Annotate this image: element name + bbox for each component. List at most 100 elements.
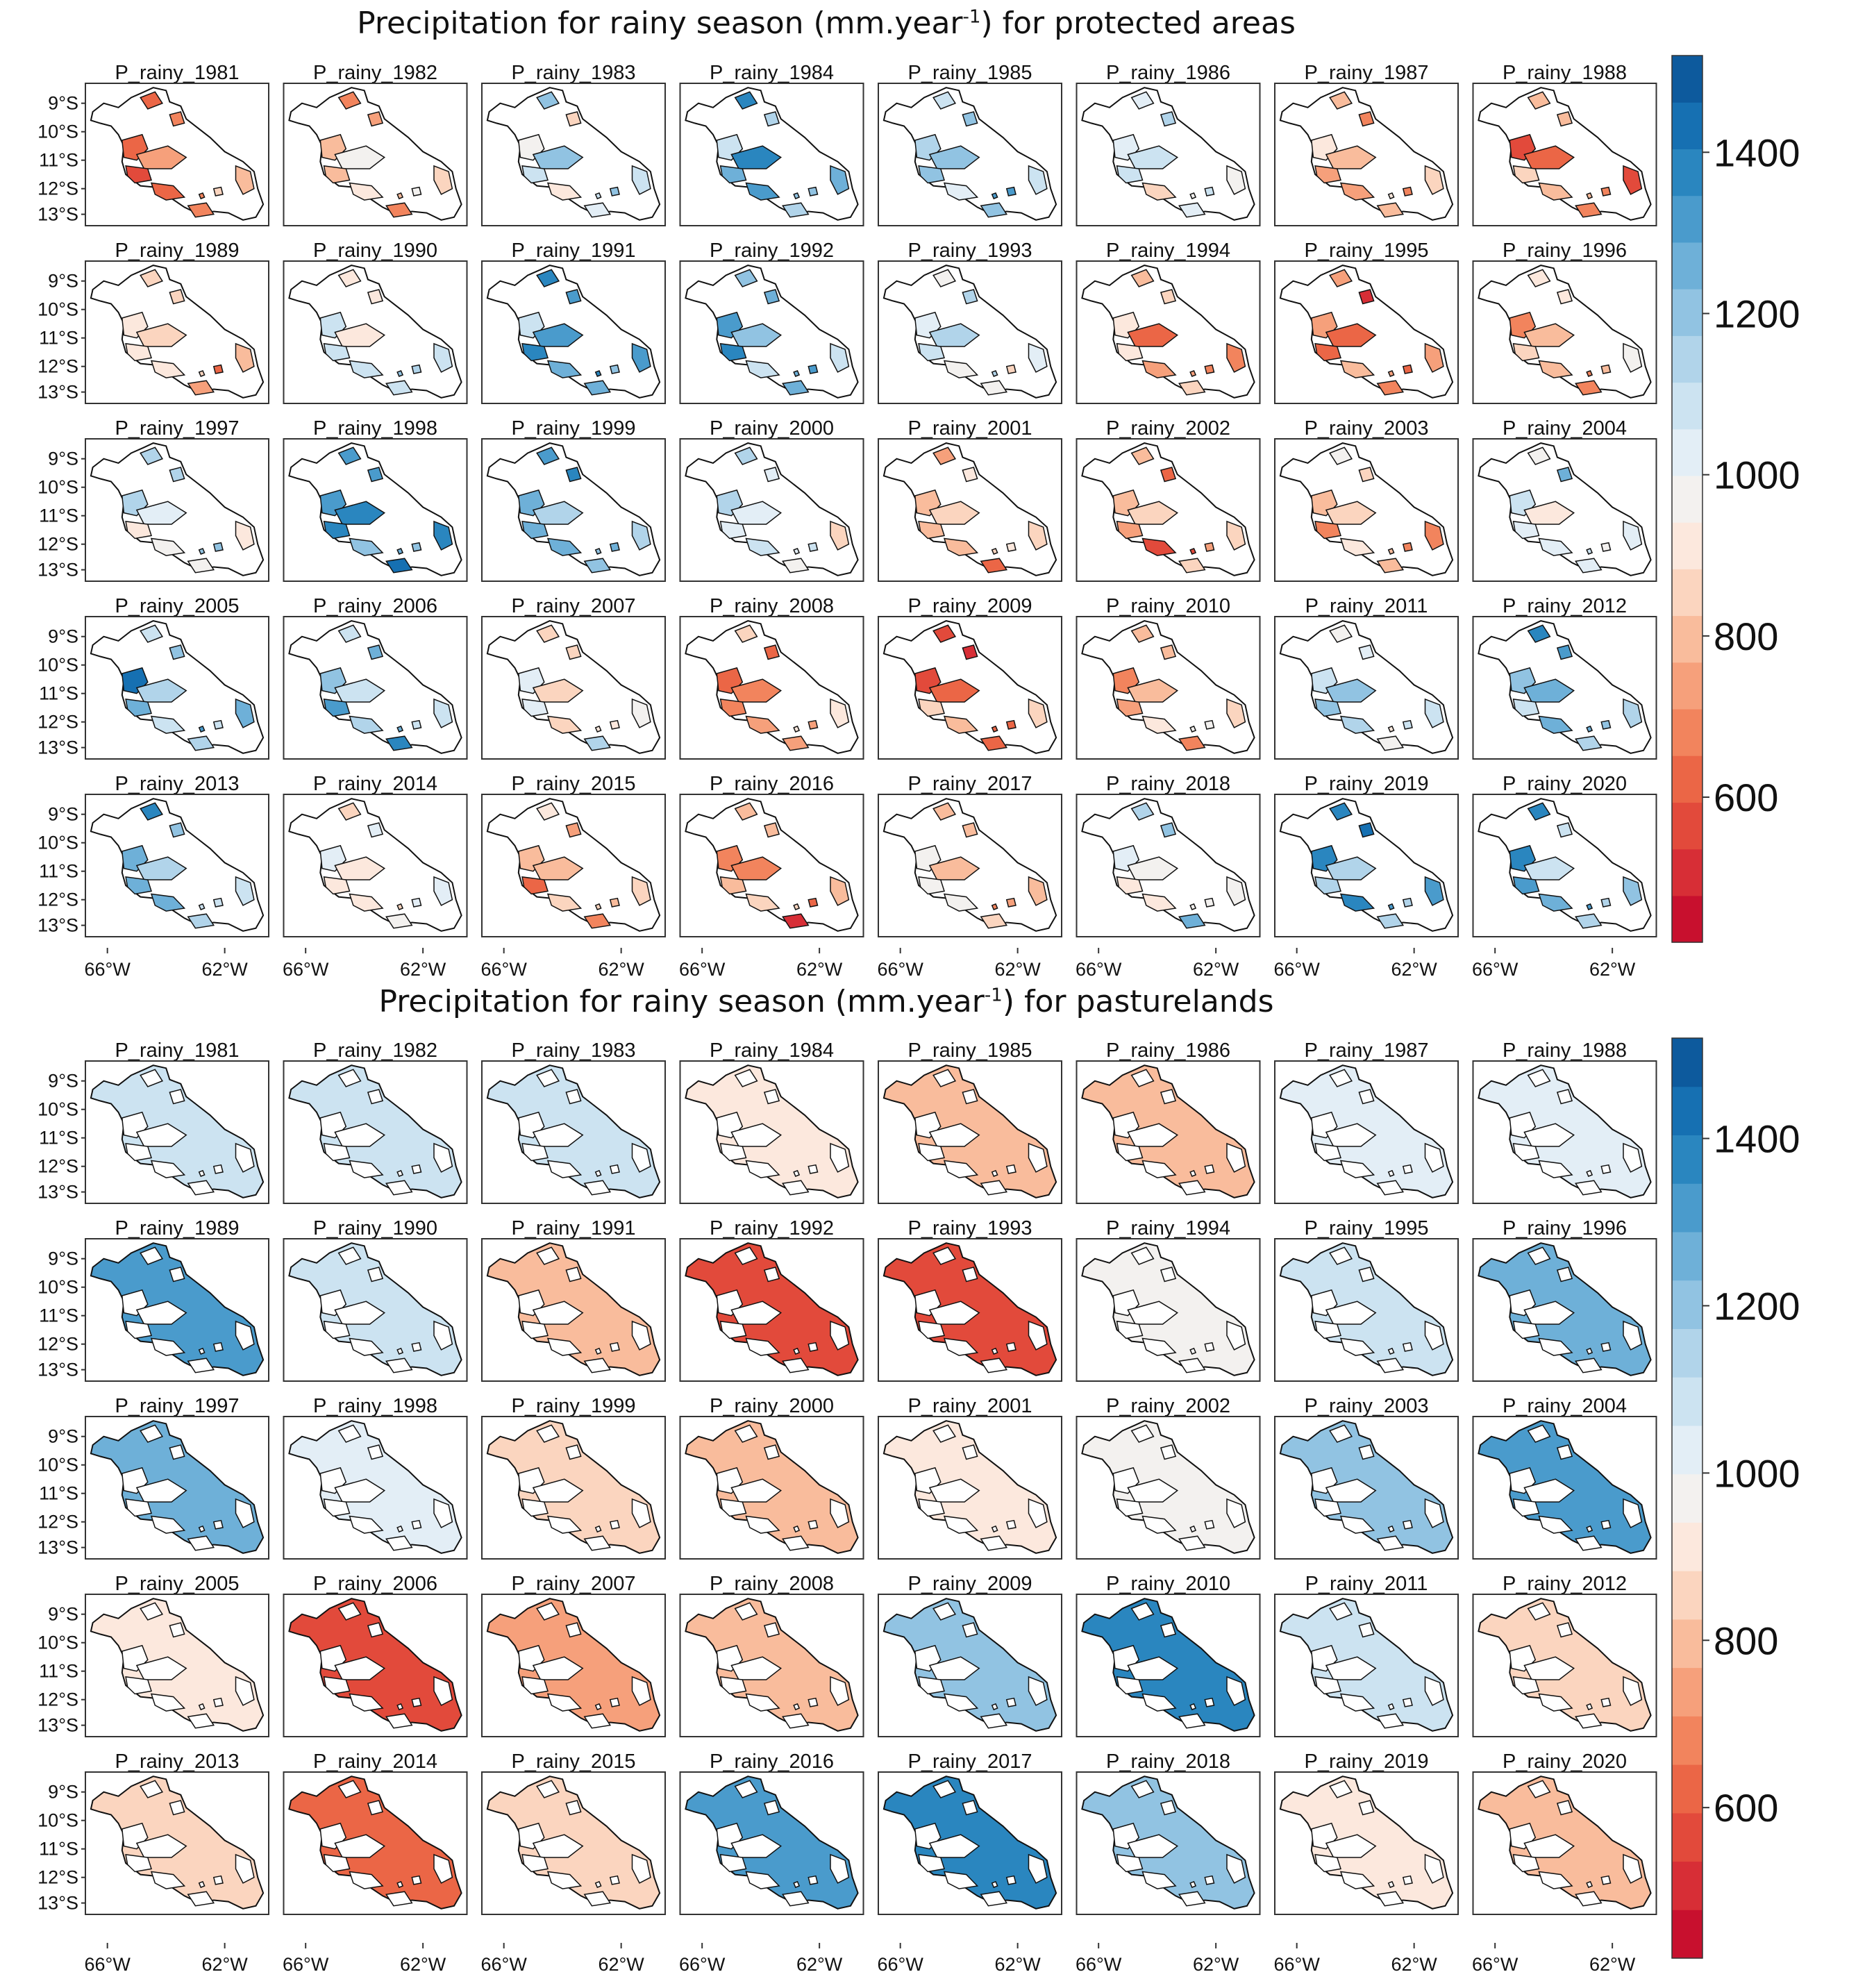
colorbar-swatch (1672, 1086, 1702, 1135)
protected-area-precip-fill (1586, 369, 1593, 377)
protected-area-precip-fill (1189, 725, 1197, 733)
protected-area-outline (1376, 1358, 1405, 1373)
protected-area-outline (1130, 1246, 1155, 1265)
protected-area-outline (1387, 1880, 1395, 1889)
protected-area-outline (1523, 1834, 1575, 1858)
map-panel: P_rainy_1982 (283, 62, 468, 226)
map-panel: P_rainy_1987 (1274, 1039, 1459, 1204)
protected-area-outline (169, 1444, 185, 1460)
protected-area-precip-fill (198, 547, 206, 555)
protected-area-outline (140, 1424, 164, 1443)
colorbar-tick-label: 1400 (1714, 1117, 1800, 1161)
protected-area-precip-fill (411, 542, 422, 552)
protected-area-precip-fill (1575, 913, 1603, 929)
protected-area-outline (212, 1519, 224, 1530)
protected-area-outline (1402, 1164, 1413, 1174)
map-panel: P_rainy_1999 (481, 417, 666, 582)
panel-title: P_rainy_2000 (710, 417, 834, 440)
protected-area-outline (349, 1160, 384, 1178)
protected-area-precip-fill (565, 822, 582, 838)
protected-area-precip-fill (1028, 342, 1048, 373)
lon-tick-label: 62°W (1193, 959, 1239, 980)
lat-tick-label: 12°S (37, 1156, 78, 1177)
map-panel: P_rainy_1993 (878, 1217, 1062, 1382)
protected-area-precip-fill (763, 822, 780, 838)
protected-area-outline (1325, 1123, 1377, 1147)
panel-title: P_rainy_2018 (1106, 1751, 1230, 1773)
protected-area-precip-fill (1538, 893, 1573, 912)
protected-area-outline (1523, 1478, 1575, 1503)
lat-tick-label: 11°S (39, 1661, 78, 1682)
protected-area-precip-fill (1512, 699, 1540, 717)
protected-area-precip-fill (411, 364, 422, 374)
protected-area-outline (337, 1780, 362, 1798)
lat-tick-label: 13°S (37, 1537, 78, 1558)
protected-area-precip-fill (1387, 903, 1395, 910)
protected-area-precip-fill (125, 699, 152, 717)
lat-tick-label: 12°S (37, 1867, 78, 1888)
protected-area-precip-fill (1160, 111, 1177, 127)
protected-area-outline (1116, 1854, 1144, 1873)
panel-title: P_rainy_1994 (1106, 1217, 1230, 1239)
protected-area-precip-fill (631, 342, 651, 373)
protected-area-outline (565, 1444, 582, 1460)
protected-area-precip-fill (521, 699, 549, 717)
protected-area-outline (1523, 1301, 1575, 1325)
protected-area-precip-fill (1325, 678, 1377, 703)
map-panel: P_rainy_2020 (1472, 1751, 1657, 1915)
protected-area-outline (962, 1089, 978, 1105)
protected-area-precip-fill (730, 323, 783, 347)
protected-area-precip-fill (169, 467, 185, 483)
panel-title: P_rainy_2005 (115, 595, 240, 617)
protected-area-outline (367, 1444, 384, 1460)
protected-area-precip-fill (1575, 202, 1603, 218)
protected-area-outline (1141, 1871, 1177, 1889)
protected-area-precip-fill (1160, 822, 1177, 838)
protected-area-precip-fill (169, 822, 185, 838)
protected-area-precip-fill (745, 360, 780, 378)
protected-area-outline (1527, 1424, 1551, 1443)
protected-area-outline (932, 1424, 957, 1443)
protected-area-precip-fill (1575, 380, 1603, 396)
map-panel: P_rainy_2018 (1076, 1751, 1261, 1915)
protected-area-precip-fill (962, 644, 978, 660)
lon-tick-label: 62°W (201, 1954, 248, 1975)
protected-area-outline (1358, 1800, 1375, 1816)
map-panel: P_rainy_1983 (481, 1039, 666, 1204)
protected-area-outline (235, 1498, 255, 1528)
panel-title: P_rainy_2010 (1106, 595, 1230, 617)
panel-title: P_rainy_1996 (1503, 240, 1627, 262)
protected-area-precip-fill (1575, 735, 1603, 751)
lat-tick-label: 9°S (48, 1248, 78, 1269)
protected-area-precip-fill (140, 802, 164, 821)
protected-area-precip-fill (1402, 897, 1413, 908)
protected-area-precip-fill (1005, 542, 1016, 552)
panel-title: P_rainy_2009 (908, 1573, 1032, 1595)
protected-area-outline (782, 1535, 810, 1551)
protected-area-outline (198, 1347, 206, 1355)
protected-area-precip-fill (546, 537, 583, 556)
protected-area-outline (1358, 1622, 1375, 1638)
protected-area-outline (1527, 1602, 1551, 1621)
map-panel: P_rainy_2001 (878, 1395, 1062, 1560)
protected-area-precip-fill (1189, 903, 1197, 910)
protected-area-outline (763, 1444, 780, 1460)
protected-area-outline (1141, 1515, 1177, 1534)
protected-area-precip-fill (1527, 269, 1551, 287)
map-panel: P_rainy_2017 (878, 1751, 1062, 1915)
protected-area-precip-fill (1325, 145, 1377, 169)
lat-tick-label: 12°S (37, 356, 78, 377)
protected-area-outline (1130, 1424, 1155, 1443)
map-panel: P_rainy_1982 (283, 1039, 468, 1204)
protected-area-outline (1127, 1301, 1179, 1325)
lon-tick-label: 62°W (796, 959, 843, 980)
protected-area-outline (565, 1267, 582, 1283)
protected-area-precip-fill (1325, 856, 1377, 880)
protected-area-precip-fill (1623, 520, 1643, 551)
protected-area-outline (1130, 1602, 1155, 1621)
protected-area-precip-fill (1204, 542, 1215, 552)
protected-area-precip-fill (793, 903, 801, 910)
protected-area-outline (583, 1535, 612, 1551)
protected-area-precip-fill (521, 343, 549, 362)
colorbar-swatch (1672, 1425, 1702, 1475)
